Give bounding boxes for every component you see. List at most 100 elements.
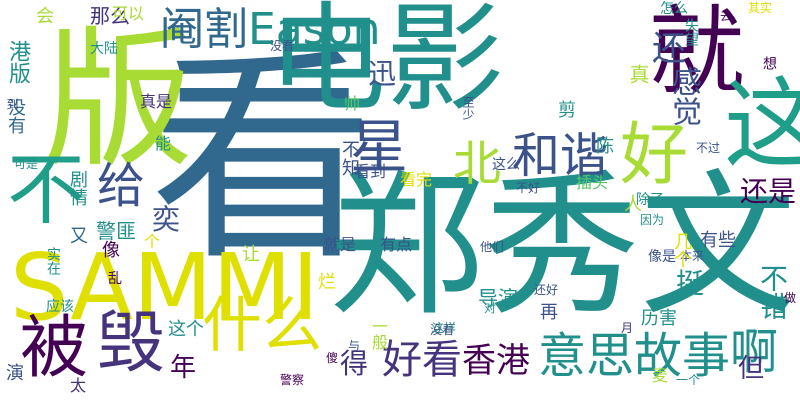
word-ban: 版 bbox=[18, 20, 192, 170]
word-jingcha: 警察 bbox=[280, 373, 305, 387]
word-dui: 对 bbox=[484, 301, 497, 315]
word-jiushi: 就是 bbox=[324, 235, 357, 254]
word-benlai: 本来 bbox=[680, 249, 705, 263]
word-haokan: 好看 bbox=[382, 337, 462, 383]
word-hao: 好 bbox=[620, 116, 689, 195]
word-meiyou: 没有 bbox=[5, 98, 26, 134]
word-dao: 到 bbox=[5, 98, 19, 110]
word-xing: 星 bbox=[350, 113, 409, 181]
word-hai: 还 bbox=[652, 29, 686, 69]
word-yinggai: 应该 bbox=[46, 299, 74, 315]
word-hui: 毁 bbox=[97, 304, 166, 383]
word-zhege: 这个 bbox=[168, 319, 204, 340]
word-keyi: 可以 bbox=[112, 4, 145, 23]
word-tamen: 他们 bbox=[480, 240, 505, 254]
word-bei-north: 北 bbox=[453, 136, 502, 192]
word-ge: 个 bbox=[144, 232, 161, 251]
word-gei: 给 bbox=[97, 158, 146, 214]
word-xianggang: 香港 bbox=[462, 341, 530, 381]
word-qishi: 其实 bbox=[748, 1, 773, 15]
word-juqing: 剧情 bbox=[67, 170, 88, 206]
word-daoyan: 导演 bbox=[478, 286, 518, 310]
word-zhen: 真 bbox=[626, 64, 650, 84]
word-youdian: 有点 bbox=[380, 235, 413, 254]
word-shiwang: 失望 bbox=[683, 18, 699, 46]
word-xiang: 像 bbox=[102, 240, 120, 261]
word-luan: 乱 bbox=[108, 271, 122, 287]
word-youxie: 有些 bbox=[700, 230, 736, 251]
word-kan: 看 bbox=[150, 29, 375, 291]
word-buzhi: 不知 bbox=[339, 140, 360, 176]
word-name: 那么 bbox=[90, 4, 130, 28]
word-sha: 傻 bbox=[326, 351, 339, 365]
word-mai: 麦 bbox=[652, 366, 669, 385]
word-yue: 月 bbox=[621, 321, 634, 335]
word-qu: 去 bbox=[720, 9, 733, 23]
word-gushi: 故事 bbox=[634, 328, 731, 384]
word-shizai: 实在 bbox=[45, 247, 61, 275]
word-yinwei: 因为 bbox=[640, 213, 665, 227]
word-zheyang: 这样 bbox=[432, 321, 457, 335]
word-zheme: 这么 bbox=[492, 157, 520, 173]
word-gangban: 港版 bbox=[5, 40, 30, 84]
word-shenme: 什么 bbox=[202, 291, 322, 361]
word-chatou: 插头 bbox=[576, 173, 609, 192]
word-kandao: 看到 bbox=[354, 162, 387, 181]
word-ren: 人 bbox=[624, 194, 642, 215]
word-yange: 阉割 bbox=[160, 4, 248, 55]
word-tai: 太 bbox=[70, 376, 87, 395]
word-xiang-think: 想 bbox=[761, 56, 777, 70]
word-yiban: 一般 bbox=[369, 318, 388, 350]
word-lihai: 历害 bbox=[641, 308, 677, 329]
word-xiangshi: 像是 bbox=[648, 249, 676, 265]
word-jiu: 就 bbox=[632, 0, 744, 96]
word-a: 啊 bbox=[730, 324, 779, 380]
word-dalu: 大陆 bbox=[90, 41, 118, 57]
word-zai: 再 bbox=[540, 302, 558, 323]
word-zenme: 怎么 bbox=[660, 1, 688, 17]
word-zuo: 做 bbox=[784, 291, 797, 305]
word-hexie: 和谐 bbox=[512, 128, 609, 184]
word-zhishao: 至少 bbox=[461, 96, 475, 120]
word-chule: 除了 bbox=[636, 192, 664, 208]
word-yi: 奕 bbox=[152, 203, 181, 236]
word-sammi: SAMMI bbox=[10, 234, 319, 341]
word-dan: 但 bbox=[738, 354, 765, 384]
word-yisi: 意思 bbox=[538, 328, 635, 384]
word-buguo: 不过 bbox=[696, 141, 721, 155]
word-keshi: 可是 bbox=[14, 157, 39, 171]
word-ting: 挺 bbox=[676, 267, 705, 300]
word-yu: 与 bbox=[348, 339, 361, 353]
word-hui-can: 会 bbox=[33, 6, 54, 24]
word-yan: 演 bbox=[6, 363, 24, 384]
word-you: 又 bbox=[70, 226, 88, 247]
word-yige: 一个 bbox=[676, 373, 701, 387]
word-jian: 剪 bbox=[555, 100, 576, 118]
word-haihao: 还好 bbox=[534, 283, 559, 297]
word-xun: 迅 bbox=[368, 57, 397, 90]
word-kanwan: 看完 bbox=[400, 170, 433, 189]
word-nian: 年 bbox=[170, 353, 197, 383]
word-rang: 让 bbox=[242, 244, 260, 265]
word-meikan: 没看 bbox=[270, 39, 295, 53]
word-shuai: 帅 bbox=[344, 94, 361, 113]
word-ganjue: 感觉 bbox=[666, 66, 701, 126]
word-zhe: 这 bbox=[707, 72, 800, 170]
word-bu: 不 bbox=[0, 148, 84, 226]
word-dianying: 电影 bbox=[268, 0, 505, 128]
word-bucuo: 不错 bbox=[756, 264, 789, 320]
word-bei: 被 bbox=[20, 309, 89, 388]
word-eason: Eason bbox=[248, 4, 381, 55]
word-chen: 陈 bbox=[596, 136, 614, 157]
word-buhao: 不好 bbox=[516, 181, 541, 195]
word-de: 得 bbox=[340, 347, 369, 380]
word-jige: 几个 bbox=[671, 232, 692, 268]
word-neng: 能 bbox=[155, 134, 172, 153]
word-jingfei: 警匪 bbox=[96, 219, 136, 243]
word-haishi: 还是 bbox=[740, 175, 797, 208]
word-zhengxiuwen: 郑秀文 bbox=[328, 155, 796, 337]
word-meikan-2: 没看 bbox=[430, 323, 455, 337]
word-lan: 烂 bbox=[315, 272, 336, 290]
word-zhenshi: 真是 bbox=[140, 92, 173, 111]
